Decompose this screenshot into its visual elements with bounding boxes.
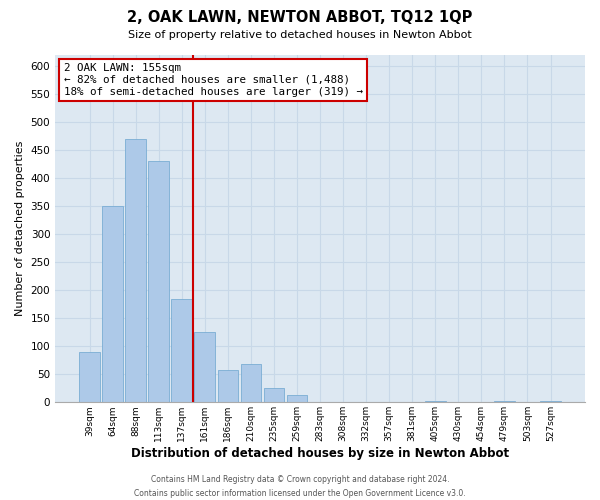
Text: Size of property relative to detached houses in Newton Abbot: Size of property relative to detached ho… [128, 30, 472, 40]
Bar [102, 206, 123, 402]
Bar [425, 400, 446, 402]
X-axis label: Distribution of detached houses by size in Newton Abbot: Distribution of detached houses by size … [131, 447, 509, 460]
Text: Contains HM Land Registry data © Crown copyright and database right 2024.
Contai: Contains HM Land Registry data © Crown c… [134, 476, 466, 498]
Bar [79, 352, 100, 403]
Text: 2, OAK LAWN, NEWTON ABBOT, TQ12 1QP: 2, OAK LAWN, NEWTON ABBOT, TQ12 1QP [127, 10, 473, 25]
Bar [125, 139, 146, 402]
Bar [172, 298, 192, 403]
Bar [241, 364, 262, 403]
Bar [194, 332, 215, 402]
Bar [494, 400, 515, 402]
Bar [540, 400, 561, 402]
Bar [287, 395, 307, 402]
Bar [148, 162, 169, 402]
Bar [218, 370, 238, 402]
Y-axis label: Number of detached properties: Number of detached properties [15, 141, 25, 316]
Text: 2 OAK LAWN: 155sqm
← 82% of detached houses are smaller (1,488)
18% of semi-deta: 2 OAK LAWN: 155sqm ← 82% of detached hou… [64, 64, 362, 96]
Bar [263, 388, 284, 402]
